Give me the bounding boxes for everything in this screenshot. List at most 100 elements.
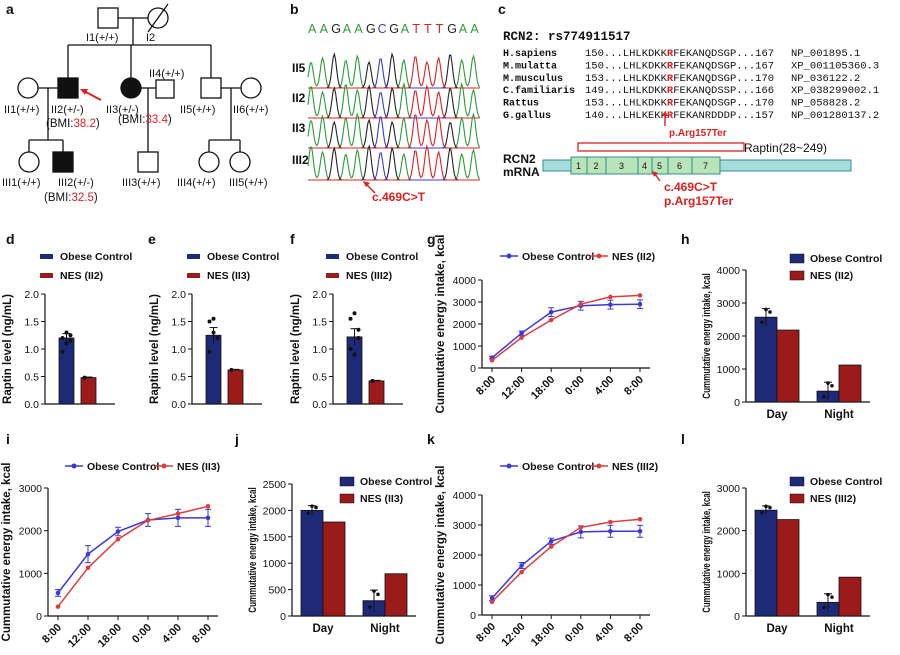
legend-label-d-1: NES (II2) xyxy=(60,270,103,282)
exon-label-2: 2 xyxy=(594,161,599,171)
legend-marker-i-1 xyxy=(161,463,167,469)
dot-d-0-0 xyxy=(60,336,65,340)
panel-letter-j: j xyxy=(234,431,239,447)
point-k-0-0 xyxy=(489,595,495,601)
y-tick-label-j-1: 500 xyxy=(268,585,286,597)
y-tick-label-l-2: 2000 xyxy=(717,526,741,538)
y-axis-label-j: Cummutative energy intake, kcal xyxy=(247,487,259,612)
seq-pre-2: 153...LHLKDKK xyxy=(585,73,668,85)
y-tick-label-j-4: 2000 xyxy=(263,505,287,517)
legend-swatch-h-1 xyxy=(789,270,805,281)
point-g-1-3 xyxy=(578,301,584,307)
y-tick-label-d-1: 0.5 xyxy=(24,372,39,384)
x-tick-label-g-0: 8:00 xyxy=(474,374,498,398)
species-0: H.sapiens xyxy=(503,48,557,60)
mrna-label-line2: mRNA xyxy=(503,165,540,179)
legend-swatch-h-0 xyxy=(789,253,805,264)
pedigree-II5-square xyxy=(200,77,222,99)
legend-label-d-0: Obese Control xyxy=(60,251,132,263)
point-g-1-0 xyxy=(489,358,495,363)
label-III2: III2(+/-) xyxy=(58,177,94,189)
point-g-1-1 xyxy=(519,335,524,340)
trace-II5-T xyxy=(308,56,480,89)
dot-e-0-0 xyxy=(207,319,212,324)
legend-label-k-1: NES (III2) xyxy=(612,461,658,473)
exon-label-1: 1 xyxy=(576,161,581,171)
dot-l-0-0-2 xyxy=(768,505,772,510)
bmi-II2-value: 38.2 xyxy=(73,118,95,130)
dot-f-0-4 xyxy=(352,352,357,357)
bar-h-1-0 xyxy=(776,329,800,403)
bar-j-1-0 xyxy=(322,521,346,617)
label-II1: II1(+/+) xyxy=(4,104,39,116)
dot-d-0-1 xyxy=(64,341,69,346)
point-k-1-2 xyxy=(548,544,554,549)
point-g-0-1 xyxy=(519,330,524,336)
point-i-1-4 xyxy=(175,511,181,516)
species-4: Rattus xyxy=(503,99,539,110)
trace-III2-G xyxy=(308,144,480,181)
legend-label-h-1: NES (II2) xyxy=(810,270,853,282)
dot-j-0-0-0 xyxy=(306,511,310,516)
trace-II3-G xyxy=(308,118,480,149)
y-axis-label-f: Raptin level (ng/mL) xyxy=(290,294,302,404)
chart-g: g 0 1000 2000 3000 4000 Cummutative energy int… xyxy=(427,231,655,413)
x-tick-label-g-5: 8:00 xyxy=(622,374,646,398)
raptin-domain-label: Raptin(28~249) xyxy=(744,141,827,155)
seq-mut-3: R xyxy=(667,85,674,97)
y-tick-label-i-2: 2000 xyxy=(19,526,43,538)
seq-post-1: FEKANQDSGP...167 xyxy=(673,60,774,72)
y-tick-label-e-2: 1.0 xyxy=(171,344,186,356)
dot-l-0-0-1 xyxy=(764,504,768,509)
legend-marker-i-0 xyxy=(71,463,77,469)
pedigree-I2-deceased-slash xyxy=(147,3,169,33)
point-i-0-5 xyxy=(205,515,211,521)
y-tick-label-i-3: 3000 xyxy=(19,483,43,495)
bar-h-0-0 xyxy=(754,316,778,403)
label-I1: I1(+/+) xyxy=(86,32,118,44)
dot-e-1-0 xyxy=(229,367,234,372)
exon-label-3: 3 xyxy=(619,161,624,171)
panel-letter-a: a xyxy=(6,1,14,17)
point-k-1-3 xyxy=(578,525,584,530)
dot-f-0-2 xyxy=(356,327,361,332)
y-tick-label-i-1: 1000 xyxy=(19,568,43,580)
base-letter-11: T xyxy=(436,22,444,36)
y-tick-label-e-4: 2.0 xyxy=(171,289,186,301)
dot-d-1-0 xyxy=(82,375,87,380)
dot-e-0-3 xyxy=(207,349,212,354)
base-letter-6: C xyxy=(378,22,387,36)
legend-label-k-0: Obese Control xyxy=(522,461,594,473)
legend-swatch-e-1 xyxy=(187,273,200,278)
alignment-seq-2: 153...LHLKDKKRFEKANQDSGP...170 xyxy=(585,73,774,85)
y-tick-label-e-1: 0.5 xyxy=(171,372,186,384)
y-tick-label-d-3: 1.5 xyxy=(24,317,39,329)
y-tick-label-k-1: 1000 xyxy=(453,580,477,592)
bmi-II3-prefix: (BMI: xyxy=(118,114,145,126)
dot-e-0-1 xyxy=(211,316,216,321)
y-tick-label-k-2: 2000 xyxy=(453,550,477,562)
dot-j-0-0-1 xyxy=(310,504,314,508)
panel-letter-g: g xyxy=(427,231,436,247)
base-letter-10: T xyxy=(424,22,432,36)
seq-post-4: FEKANQDSGP...170 xyxy=(673,98,774,110)
x-tick-label-g-2: 18:00 xyxy=(529,374,557,402)
legend-swatch-l-1 xyxy=(789,493,805,504)
point-k-1-0 xyxy=(489,599,495,605)
pedigree-III2-square-affected xyxy=(52,151,74,173)
y-tick-label-k-3: 3000 xyxy=(453,520,477,532)
point-i-1-0 xyxy=(55,604,61,609)
chart-d: d 0.0 0.5 1.0 1.5 2.0 Raptin level (ng/mL) Obes… xyxy=(2,231,132,411)
seq-pre-0: 150...LHLKDKK xyxy=(585,48,668,60)
trace-II3-T xyxy=(308,114,480,149)
bmi-III2-suffix: ) xyxy=(94,192,98,204)
seq-pre-5: 140...LHLKEKK xyxy=(585,110,668,122)
seq-mut-4: R xyxy=(667,98,674,110)
panel-letter-l: l xyxy=(681,431,685,447)
point-k-0-1 xyxy=(519,563,524,568)
series-line-i-0 xyxy=(57,517,208,594)
alignment-seq-1: 150...LHLKDKKRFEKANQDSGP...167 xyxy=(585,60,774,72)
y-tick-label-h-0: 0 xyxy=(734,397,740,409)
bmi-II2-prefix: (BMI: xyxy=(46,118,73,130)
trace-II2-G xyxy=(308,84,480,119)
